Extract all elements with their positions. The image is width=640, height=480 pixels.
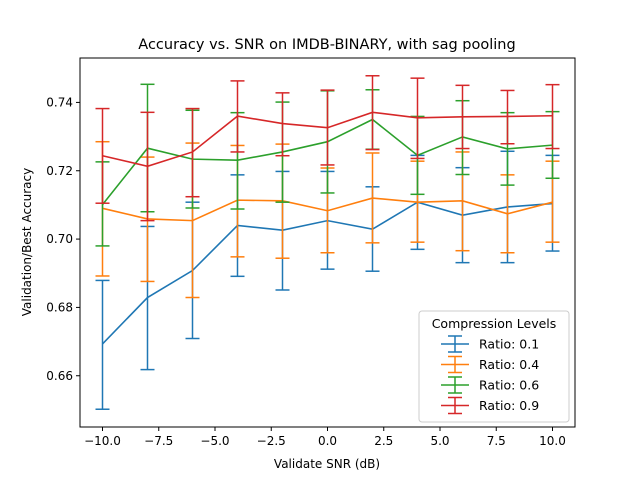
chart-title: Accuracy vs. SNR on IMDB-BINARY, with sa… xyxy=(138,37,515,53)
x-tick-label: 7.5 xyxy=(487,434,506,448)
x-tick-label: −7.5 xyxy=(144,434,173,448)
series-line xyxy=(102,111,553,168)
x-tick-label: 0.0 xyxy=(318,434,337,448)
x-tick-label: −10.0 xyxy=(84,434,121,448)
x-tick-label: 2.5 xyxy=(374,434,393,448)
y-axis-label: Validation/Best Accuracy xyxy=(20,168,34,316)
y-axis: 0.66 0.68 0.70 0.72 0.74 xyxy=(46,95,80,383)
y-tick-label: 0.68 xyxy=(46,300,73,314)
legend-title: Compression Levels xyxy=(432,316,557,331)
plot-area xyxy=(79,57,576,428)
x-tick-label: 5.0 xyxy=(430,434,449,448)
legend: Compression Levels Ratio: 0.1 Ratio: 0.4 R… xyxy=(418,310,570,423)
y-tick-label: 0.74 xyxy=(46,95,73,109)
legend-label: Ratio: 0.9 xyxy=(479,398,539,413)
series-line xyxy=(102,197,553,222)
y-tick-label: 0.72 xyxy=(46,164,73,178)
legend-item-1: Ratio: 0.4 xyxy=(441,355,539,374)
series-3 xyxy=(95,75,560,222)
legend-item-0: Ratio: 0.1 xyxy=(441,335,539,353)
legend-box xyxy=(418,310,570,423)
y-tick-label: 0.66 xyxy=(46,369,73,383)
x-tick-label: 10.0 xyxy=(539,434,566,448)
y-tick-label: 0.70 xyxy=(46,232,73,246)
legend-item-3: Ratio: 0.9 xyxy=(441,396,539,415)
legend-item-2: Ratio: 0.6 xyxy=(441,376,539,394)
x-tick-label: −2.5 xyxy=(257,434,286,448)
legend-label: Ratio: 0.4 xyxy=(479,357,539,372)
x-axis: −10.0 −7.5 −5.0 −2.5 0.0 2.5 5.0 7.5 10.0 xyxy=(84,427,566,448)
x-axis-label: Validate SNR (dB) xyxy=(274,457,380,471)
legend-label: Ratio: 0.6 xyxy=(479,378,539,393)
legend-label: Ratio: 0.1 xyxy=(479,337,539,352)
x-tick-label: −5.0 xyxy=(200,434,229,448)
